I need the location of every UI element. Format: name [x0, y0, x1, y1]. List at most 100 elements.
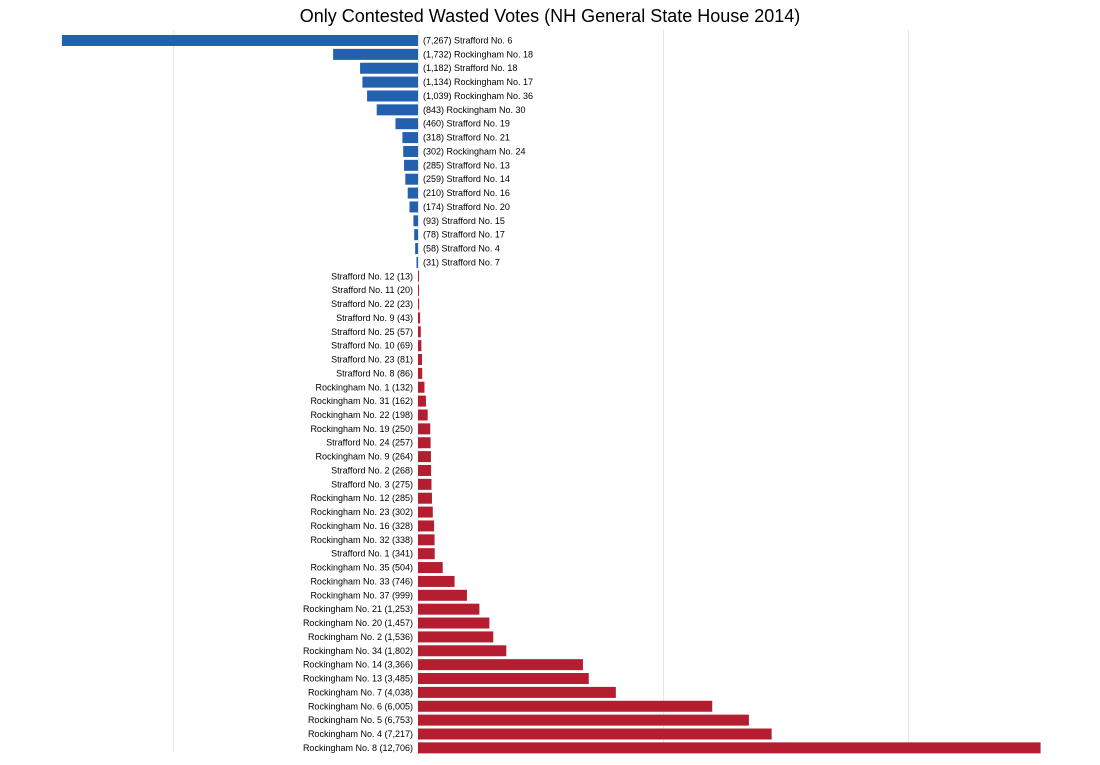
bar-strafford-no-12 — [418, 270, 419, 282]
bar-label-strafford-no-10: Strafford No. 10 (69) — [331, 341, 413, 351]
bar-strafford-no-2 — [418, 464, 432, 476]
bar-strafford-no-15 — [413, 215, 418, 227]
bar-rockingham-no-22 — [418, 409, 428, 421]
bar-label-strafford-no-25: Strafford No. 25 (57) — [331, 327, 413, 337]
bar-label-rockingham-no-36: (1,039) Rockingham No. 36 — [423, 91, 533, 101]
bar-label-rockingham-no-9: Rockingham No. 9 (264) — [315, 452, 413, 462]
bar-label-rockingham-no-21: Rockingham No. 21 (1,253) — [303, 604, 413, 614]
bar-label-rockingham-no-2: Rockingham No. 2 (1,536) — [308, 632, 413, 642]
bar-strafford-no-22 — [418, 298, 420, 310]
bar-label-rockingham-no-22: Rockingham No. 22 (198) — [310, 410, 413, 420]
bar-label-strafford-no-12: Strafford No. 12 (13) — [331, 271, 413, 281]
bar-rockingham-no-16 — [418, 520, 435, 532]
bar-strafford-no-23 — [418, 354, 422, 366]
bar-rockingham-no-35 — [418, 562, 443, 574]
bar-strafford-no-10 — [418, 340, 422, 352]
bar-label-strafford-no-2: Strafford No. 2 (268) — [331, 465, 413, 475]
bar-label-strafford-no-7: (31) Strafford No. 7 — [423, 257, 500, 267]
bar-label-rockingham-no-34: Rockingham No. 34 (1,802) — [303, 646, 413, 656]
bar-rockingham-no-19 — [418, 423, 431, 435]
bar-strafford-no-4 — [415, 243, 418, 255]
bar-label-rockingham-no-18: (1,732) Rockingham No. 18 — [423, 49, 533, 59]
bar-label-rockingham-no-20: Rockingham No. 20 (1,457) — [303, 618, 413, 628]
bar-rockingham-no-9 — [418, 451, 431, 463]
grid-layer — [173, 30, 909, 752]
bar-rockingham-no-14 — [418, 659, 583, 671]
bar-label-strafford-no-6: (7,267) Strafford No. 6 — [423, 36, 512, 46]
bar-label-rockingham-no-1: Rockingham No. 1 (132) — [315, 382, 413, 392]
bar-label-rockingham-no-16: Rockingham No. 16 (328) — [310, 521, 413, 531]
bar-label-strafford-no-9: Strafford No. 9 (43) — [336, 313, 413, 323]
bar-label-rockingham-no-30: (843) Rockingham No. 30 — [423, 105, 526, 115]
bar-label-strafford-no-8: Strafford No. 8 (86) — [336, 368, 413, 378]
bar-rockingham-no-2 — [418, 631, 494, 643]
bar-strafford-no-19 — [395, 118, 418, 130]
bar-strafford-no-24 — [418, 437, 431, 449]
bar-rockingham-no-8 — [418, 742, 1041, 754]
bar-rockingham-no-4 — [418, 728, 772, 740]
bar-rockingham-no-12 — [418, 492, 432, 504]
bar-label-strafford-no-13: (285) Strafford No. 13 — [423, 160, 510, 170]
bar-label-rockingham-no-13: Rockingham No. 13 (3,485) — [303, 674, 413, 684]
bar-strafford-no-17 — [414, 229, 418, 241]
bar-rockingham-no-31 — [418, 395, 426, 407]
bar-rockingham-no-34 — [418, 645, 507, 657]
bar-rockingham-no-20 — [418, 617, 490, 629]
bar-label-rockingham-no-24: (302) Rockingham No. 24 — [423, 146, 526, 156]
bar-label-rockingham-no-14: Rockingham No. 14 (3,366) — [303, 660, 413, 670]
bar-label-strafford-no-21: (318) Strafford No. 21 — [423, 133, 510, 143]
bar-label-rockingham-no-19: Rockingham No. 19 (250) — [310, 424, 413, 434]
bar-strafford-no-1 — [418, 548, 435, 560]
bar-label-rockingham-no-12: Rockingham No. 12 (285) — [310, 493, 413, 503]
bar-rockingham-no-5 — [418, 714, 749, 726]
bar-label-strafford-no-23: Strafford No. 23 (81) — [331, 355, 413, 365]
bar-label-rockingham-no-4: Rockingham No. 4 (7,217) — [308, 729, 413, 739]
bar-strafford-no-8 — [418, 367, 423, 379]
bar-label-strafford-no-11: Strafford No. 11 (20) — [332, 285, 413, 295]
bar-strafford-no-21 — [402, 132, 418, 144]
bar-rockingham-no-30 — [376, 104, 418, 116]
bar-rockingham-no-32 — [418, 534, 435, 546]
bar-label-rockingham-no-6: Rockingham No. 6 (6,005) — [308, 701, 413, 711]
bar-label-strafford-no-15: (93) Strafford No. 15 — [423, 216, 505, 226]
bar-label-strafford-no-3: Strafford No. 3 (275) — [331, 479, 413, 489]
label-layer: (7,267) Strafford No. 6 (1,732) Rockingha… — [303, 36, 533, 753]
bar-rockingham-no-37 — [418, 589, 467, 601]
bar-rockingham-no-24 — [403, 145, 418, 157]
bar-strafford-no-16 — [407, 187, 418, 199]
bar-label-rockingham-no-37: Rockingham No. 37 (999) — [310, 590, 413, 600]
bar-label-rockingham-no-7: Rockingham No. 7 (4,038) — [308, 687, 413, 697]
bar-label-strafford-no-14: (259) Strafford No. 14 — [423, 174, 510, 184]
bar-rockingham-no-18 — [333, 48, 418, 60]
bar-rockingham-no-13 — [418, 673, 589, 685]
bar-label-strafford-no-16: (210) Strafford No. 16 — [423, 188, 510, 198]
bar-label-rockingham-no-5: Rockingham No. 5 (6,753) — [308, 715, 413, 725]
bar-layer — [61, 35, 1041, 754]
bar-label-strafford-no-20: (174) Strafford No. 20 — [423, 202, 510, 212]
bar-label-rockingham-no-33: Rockingham No. 33 (746) — [310, 576, 413, 586]
bar-label-strafford-no-19: (460) Strafford No. 19 — [423, 119, 510, 129]
bar-rockingham-no-23 — [418, 506, 433, 518]
bar-strafford-no-13 — [404, 159, 418, 171]
bar-strafford-no-7 — [416, 256, 418, 268]
bar-rockingham-no-7 — [418, 686, 616, 698]
bar-label-rockingham-no-35: Rockingham No. 35 (504) — [310, 563, 413, 573]
bar-strafford-no-9 — [418, 312, 421, 324]
bar-strafford-no-14 — [405, 173, 418, 185]
chart-title: Only Contested Wasted Votes (NH General … — [299, 6, 801, 26]
bar-strafford-no-11 — [418, 284, 419, 296]
bar-rockingham-no-33 — [418, 575, 455, 587]
bar-rockingham-no-17 — [362, 76, 418, 88]
bar-label-rockingham-no-32: Rockingham No. 32 (338) — [310, 535, 413, 545]
bar-label-strafford-no-4: (58) Strafford No. 4 — [423, 244, 500, 254]
bar-strafford-no-18 — [360, 62, 418, 74]
bar-label-strafford-no-1: Strafford No. 1 (341) — [331, 549, 413, 559]
bar-label-rockingham-no-8: Rockingham No. 8 (12,706) — [303, 743, 413, 753]
bar-rockingham-no-6 — [418, 700, 713, 712]
bar-label-rockingham-no-31: Rockingham No. 31 (162) — [310, 396, 413, 406]
bar-label-strafford-no-22: Strafford No. 22 (23) — [331, 299, 413, 309]
bar-strafford-no-20 — [409, 201, 418, 213]
bar-strafford-no-6 — [61, 35, 419, 46]
bar-strafford-no-3 — [418, 478, 432, 490]
